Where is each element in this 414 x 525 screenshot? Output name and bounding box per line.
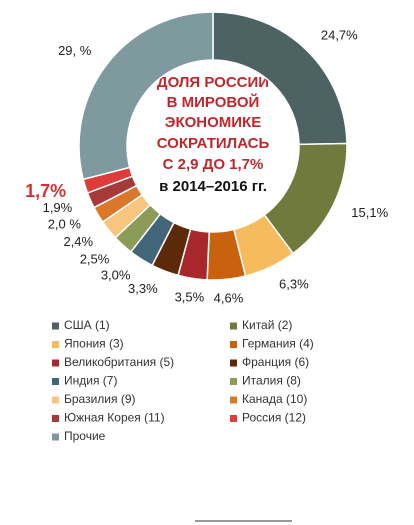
legend-swatch [230, 378, 237, 385]
legend-label: Прочие [64, 429, 106, 443]
value-label: 3,0% [101, 267, 131, 282]
value-label: 4,6% [214, 291, 244, 306]
value-label: 2,0 % [48, 217, 82, 232]
legend-label: США (1) [64, 318, 110, 332]
value-label: 2,4% [63, 234, 93, 249]
value-label: 15,1% [351, 205, 388, 220]
legend-label: Китай (2) [242, 318, 292, 332]
value-label: 2,5% [80, 251, 110, 266]
center-text: ДОЛЯ РОССИИ [157, 74, 269, 91]
legend-swatch [52, 378, 59, 385]
legend-swatch [52, 341, 59, 348]
legend-label: Южная Корея (11) [64, 411, 165, 425]
legend-swatch [52, 322, 59, 330]
value-label: 3,5% [175, 290, 205, 305]
legend-swatch [52, 433, 59, 441]
center-text: в 2014–2016 гг. [159, 178, 267, 195]
legend-label: Франция (6) [242, 355, 309, 369]
legend-swatch [52, 415, 59, 422]
legend-label: Германия (4) [242, 337, 314, 351]
legend-swatch [52, 359, 59, 367]
center-text: В МИРОВОЙ [167, 93, 260, 111]
value-label: 6,3% [279, 277, 309, 292]
value-label: 24,7% [321, 28, 358, 43]
value-label: 3,3% [128, 281, 158, 296]
legend-label: Италия (8) [242, 374, 301, 388]
legend-label: Великобритания (5) [64, 355, 174, 369]
legend-label: Индия (7) [64, 374, 117, 388]
value-label: 1,9% [43, 200, 73, 215]
center-text: С 2,9 ДО 1,7% [163, 156, 264, 173]
donut-segment [78, 11, 214, 181]
legend-label: Россия (12) [242, 411, 306, 425]
center-text: СОКРАТИЛАСЬ [157, 135, 270, 152]
legend-swatch [52, 396, 59, 404]
legend-swatch [230, 359, 237, 367]
legend-swatch [230, 322, 237, 330]
center-text: ЭКОНОМИКЕ [165, 114, 261, 131]
legend-swatch [230, 341, 237, 348]
legend-label: Япония (3) [64, 337, 124, 351]
legend-label: Канада (10) [242, 392, 307, 406]
legend-label: Бразилия (9) [64, 392, 136, 406]
legend-swatch [230, 396, 237, 404]
value-label: 1,7% [25, 181, 66, 201]
legend-swatch [230, 415, 237, 422]
value-label: 29, % [58, 43, 92, 58]
